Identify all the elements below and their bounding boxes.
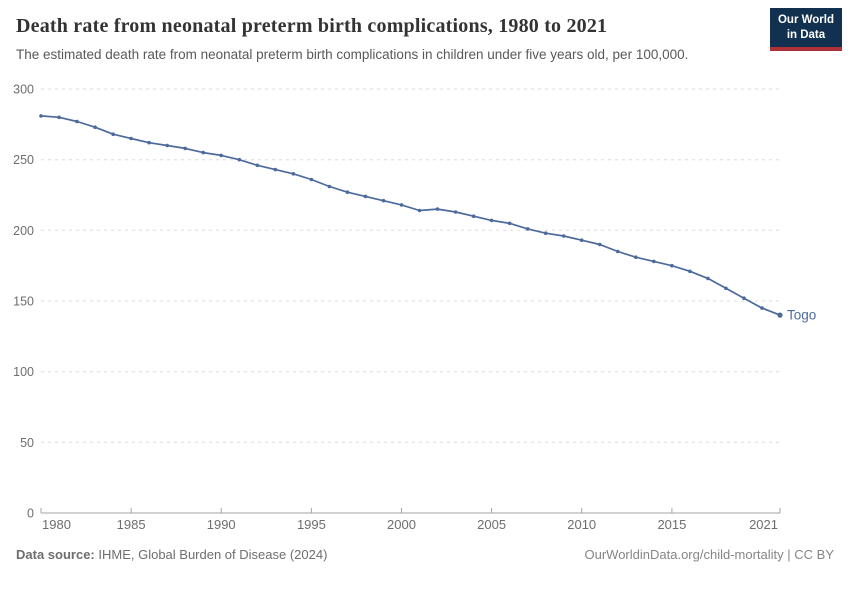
page-title: Death rate from neonatal preterm birth c…	[16, 15, 608, 37]
data-point[interactable]	[435, 207, 440, 212]
data-point[interactable]	[183, 146, 187, 151]
y-tick-label: 150	[13, 295, 34, 309]
data-point[interactable]	[760, 306, 764, 311]
data-source-label: Data source:	[16, 547, 95, 563]
data-point[interactable]	[561, 234, 566, 238]
data-point[interactable]	[111, 132, 115, 137]
data-point[interactable]	[273, 167, 278, 172]
data-point[interactable]	[57, 115, 61, 120]
data-point[interactable]	[291, 172, 296, 176]
owid-logo-line2: in Data	[786, 28, 826, 41]
x-tick-label: 2010	[567, 517, 596, 532]
data-point[interactable]	[219, 153, 223, 158]
data-point[interactable]	[129, 136, 133, 141]
x-tick-label: 1990	[207, 517, 236, 532]
data-series-line[interactable]	[40, 115, 781, 317]
chart-header: Death rate from neonatal preterm birth c…	[0, 0, 850, 64]
data-point[interactable]	[543, 231, 548, 236]
x-tick-label: 2021	[749, 517, 778, 532]
data-source-value: IHME, Global Burden of Disease (2024)	[94, 547, 328, 563]
page-subtitle: The estimated death rate from neonatal p…	[16, 47, 689, 62]
data-source-text: Data source: IHME, Global Burden of Dise…	[16, 547, 327, 562]
x-tick-label: 2005	[477, 517, 506, 532]
data-point[interactable]	[165, 143, 169, 148]
data-point[interactable]	[39, 114, 43, 118]
data-point[interactable]	[616, 249, 620, 254]
data-point[interactable]	[471, 214, 476, 219]
data-point[interactable]	[309, 177, 314, 182]
x-tick-label: 2015	[657, 517, 686, 532]
data-point[interactable]	[688, 269, 692, 274]
owid-logo-line1: Our World	[777, 14, 834, 26]
data-point[interactable]	[724, 286, 728, 291]
y-tick-label: 100	[13, 365, 34, 379]
data-point[interactable]	[399, 203, 404, 207]
data-point[interactable]	[453, 210, 458, 214]
data-point[interactable]	[652, 259, 656, 264]
x-tick-label: 1995	[297, 517, 326, 532]
y-tick-label: 0	[27, 507, 34, 521]
data-point[interactable]	[327, 184, 332, 189]
data-point[interactable]	[381, 199, 386, 203]
data-point[interactable]	[417, 208, 422, 213]
data-point[interactable]	[147, 141, 151, 145]
y-tick-label: 50	[20, 436, 34, 450]
data-point[interactable]	[777, 312, 783, 318]
data-point[interactable]	[634, 255, 638, 260]
data-point[interactable]	[363, 194, 368, 199]
line-chart[interactable]: 0 50 100 150 200 250 300 1980 1985 1990 1995 2000 20…	[0, 76, 850, 541]
data-point[interactable]	[93, 125, 97, 130]
data-point[interactable]	[201, 150, 205, 155]
data-point[interactable]	[345, 190, 350, 195]
data-point[interactable]	[507, 221, 512, 226]
y-tick-label: 300	[13, 83, 34, 97]
data-point[interactable]	[75, 119, 79, 124]
series-end-label[interactable]: Togo	[787, 308, 816, 323]
x-tick-label: 2000	[387, 517, 416, 532]
data-point[interactable]	[489, 218, 494, 223]
chart-area: 0 50 100 150 200 250 300 1980 1985 1990 1995 2000 20…	[0, 76, 850, 541]
data-point[interactable]	[706, 276, 710, 281]
data-point[interactable]	[525, 227, 530, 231]
data-point[interactable]	[670, 264, 674, 268]
data-point[interactable]	[598, 242, 602, 247]
y-tick-label: 200	[13, 224, 34, 238]
credit-link[interactable]: OurWorldinData.org/child-mortality | CC …	[584, 547, 835, 563]
x-tick-label: 1985	[117, 517, 146, 532]
data-point[interactable]	[742, 296, 746, 301]
x-tick-label: 1980	[42, 517, 71, 532]
chart-footer: Data source: IHME, Global Burden of Dise…	[0, 541, 850, 562]
owid-logo[interactable]: Our World in Data	[769, 8, 842, 51]
y-tick-label: 250	[13, 153, 34, 167]
data-point[interactable]	[579, 238, 584, 243]
data-point[interactable]	[237, 158, 242, 162]
data-point[interactable]	[255, 163, 260, 168]
